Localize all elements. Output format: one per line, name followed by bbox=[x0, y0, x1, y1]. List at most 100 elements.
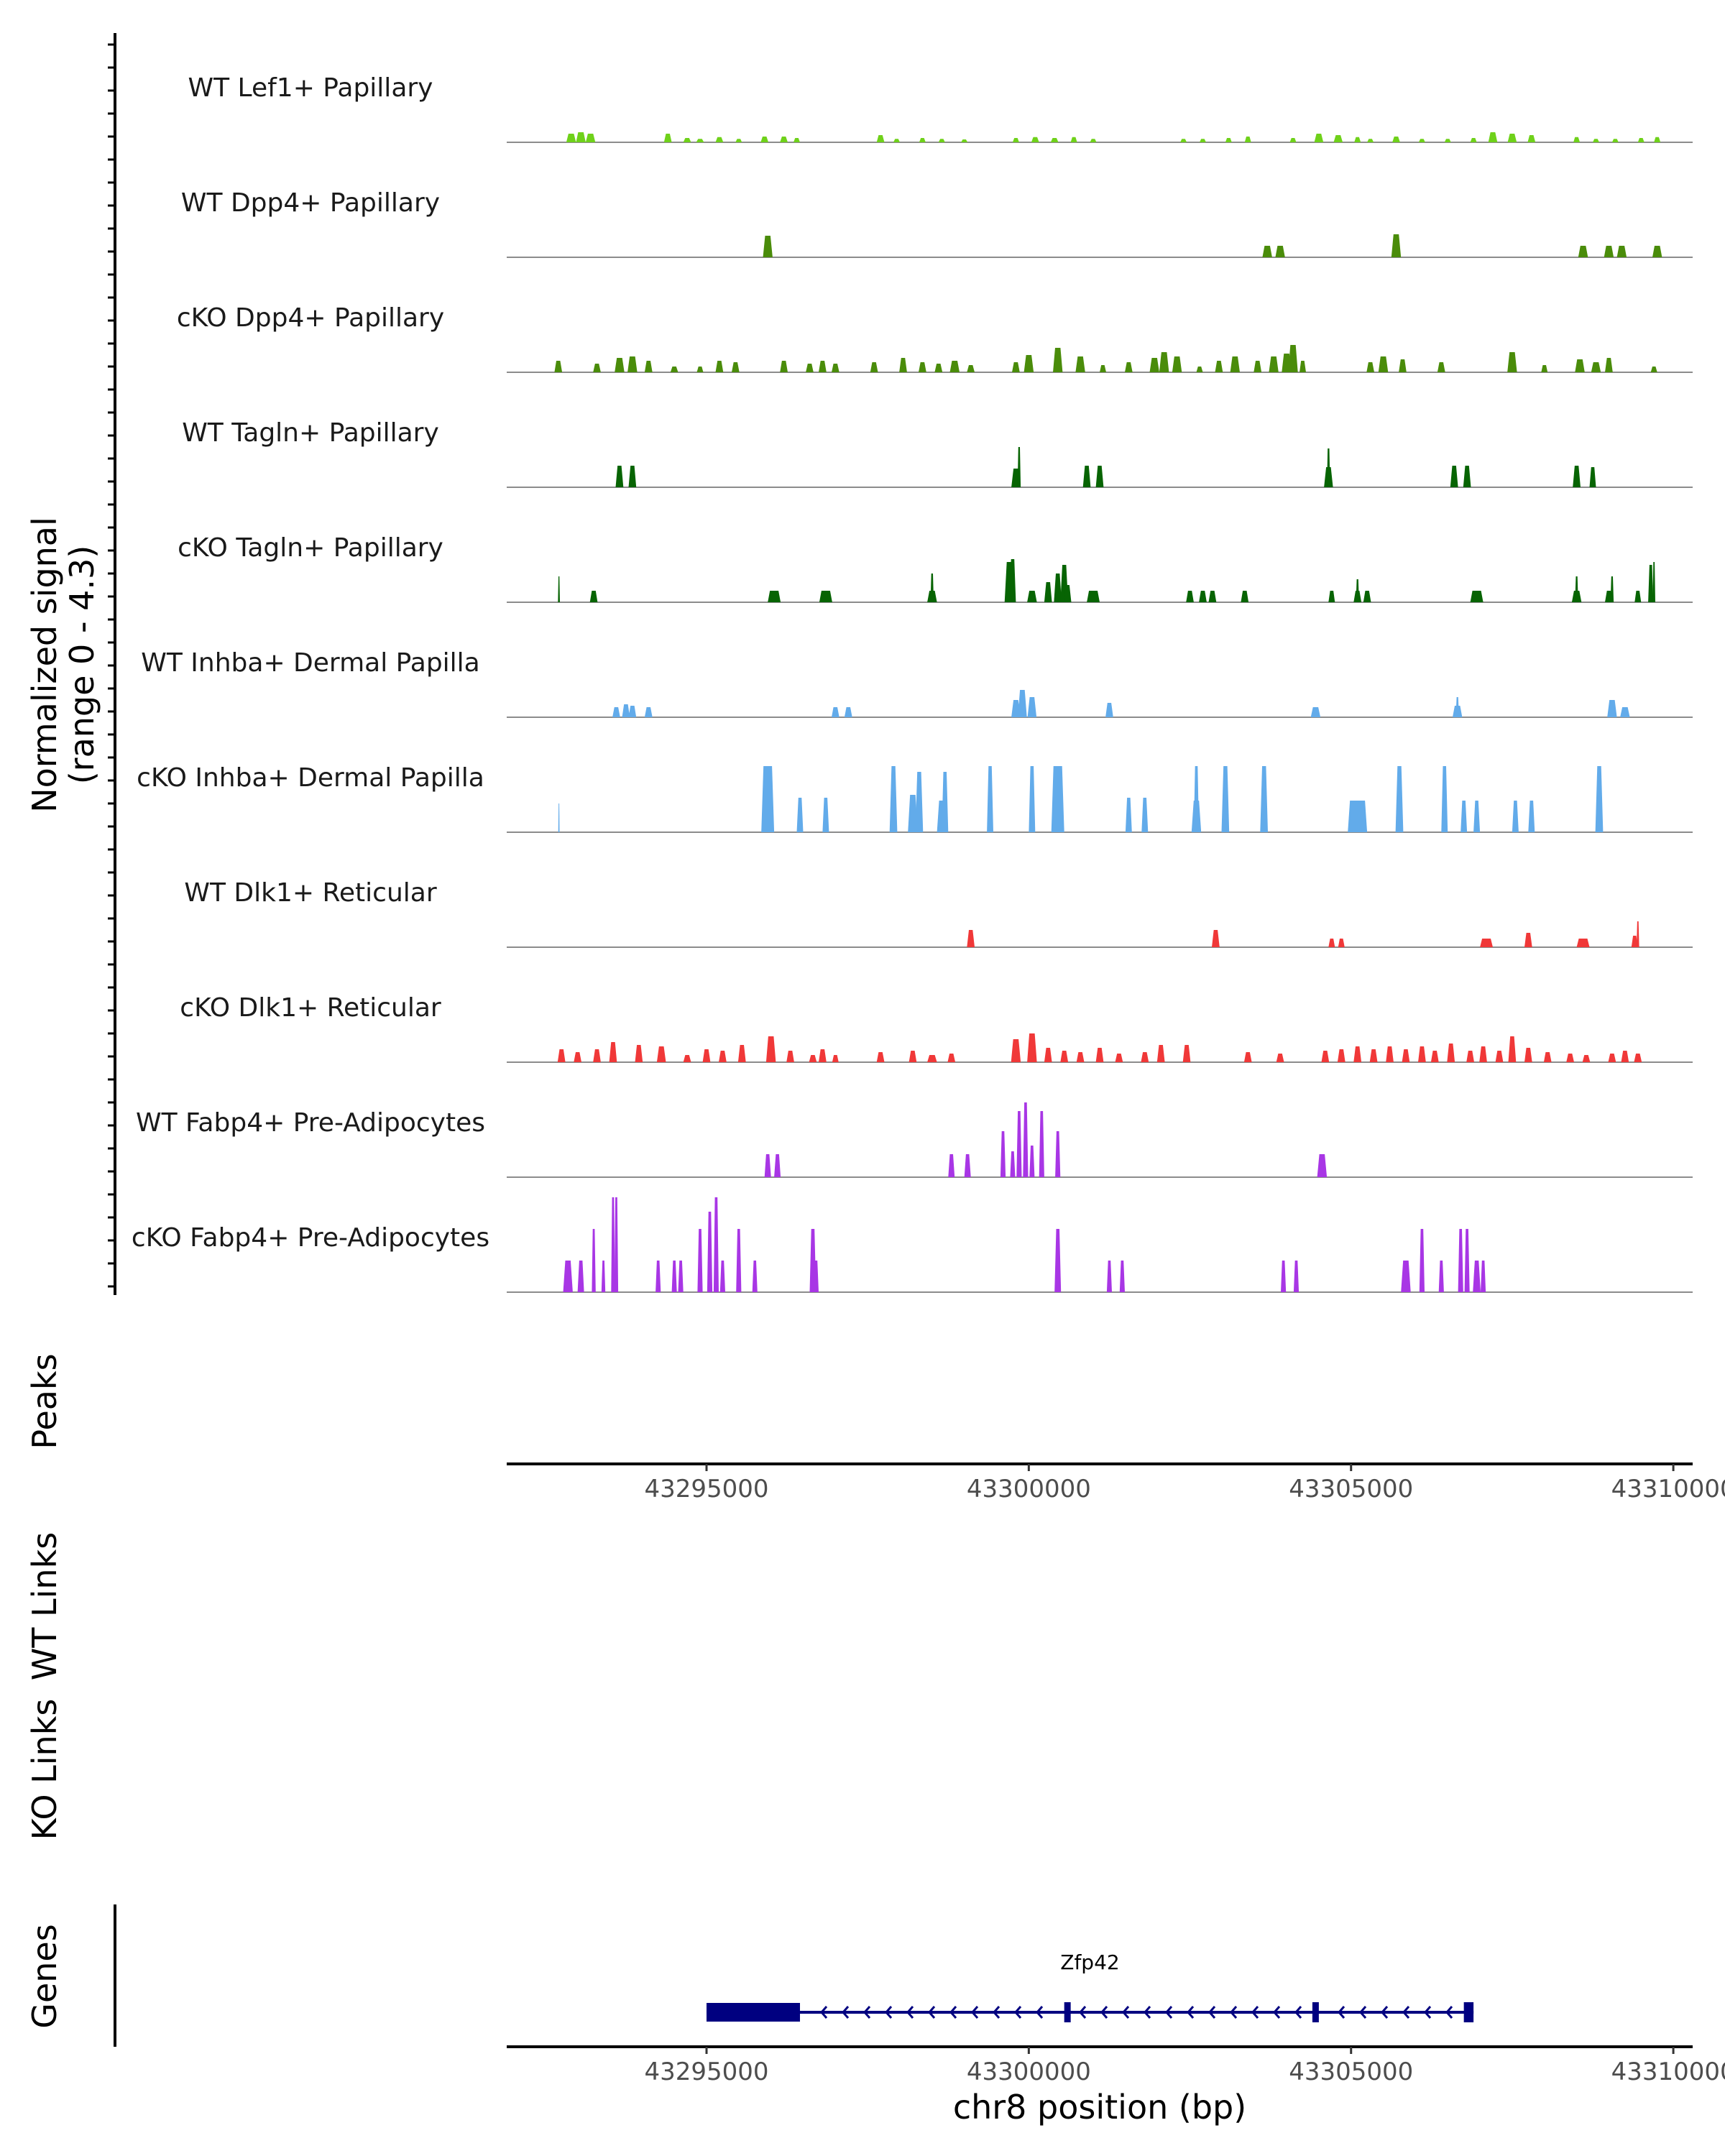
coverage-peak bbox=[1616, 246, 1627, 257]
coverage-peak bbox=[1593, 139, 1599, 142]
coverage-peak bbox=[1243, 1052, 1252, 1062]
coverage-peak bbox=[1193, 766, 1200, 832]
strand-arrow-icon bbox=[1036, 2006, 1044, 2019]
coverage-peak bbox=[1437, 362, 1445, 372]
coverage-peak bbox=[763, 236, 773, 257]
coverage-peak bbox=[1200, 139, 1206, 142]
coverage-peak bbox=[644, 707, 653, 717]
coverage-peak bbox=[760, 137, 769, 142]
coverage-peak bbox=[1418, 1046, 1426, 1062]
coverage-peak bbox=[1262, 246, 1272, 257]
x-axis-title: chr8 position (bp) bbox=[953, 2088, 1246, 2127]
strand-arrow-icon bbox=[1445, 2006, 1453, 2019]
coverage-peak bbox=[794, 138, 800, 142]
coverage-peak bbox=[1328, 591, 1335, 602]
coverage-peak bbox=[780, 361, 788, 372]
coverage-peak bbox=[566, 134, 576, 142]
coverage-peak bbox=[1595, 766, 1604, 832]
coverage-peak bbox=[713, 1197, 719, 1292]
coverage-peak bbox=[1637, 921, 1639, 947]
coverage-peak bbox=[832, 1055, 839, 1062]
coverage-peak bbox=[1333, 135, 1343, 142]
coverage-peak bbox=[558, 803, 560, 832]
coverage-peak bbox=[967, 930, 975, 947]
coverage-peak bbox=[1010, 1151, 1016, 1177]
coverage-peak bbox=[1634, 1054, 1642, 1062]
coverage-peak bbox=[949, 361, 960, 372]
coverage-peak bbox=[1027, 591, 1037, 602]
coverage-peak bbox=[732, 362, 740, 372]
coverage-peak bbox=[1589, 467, 1596, 487]
coverage-peak bbox=[1050, 138, 1059, 142]
coverage-peak bbox=[702, 1049, 711, 1062]
coverage-peak bbox=[1378, 356, 1389, 372]
strand-arrow-icon bbox=[1165, 2006, 1173, 2019]
coverage-peak bbox=[1244, 137, 1251, 142]
coverage-peak bbox=[1392, 137, 1400, 142]
coverage-peak bbox=[1076, 1052, 1085, 1062]
coverage-peak bbox=[1611, 139, 1619, 142]
strand-arrow-icon bbox=[1100, 2006, 1108, 2019]
strand-arrow-icon bbox=[1208, 2006, 1216, 2019]
coverage-peak bbox=[1172, 356, 1182, 372]
coverage-peak bbox=[1507, 352, 1517, 372]
strand-arrow-icon bbox=[1187, 2006, 1195, 2019]
coverage-peak bbox=[1225, 138, 1232, 142]
coverage-peak bbox=[1605, 358, 1613, 372]
y-axis-title-line2: (range 0 - 4.3) bbox=[63, 545, 101, 785]
coverage-peak bbox=[1039, 1111, 1044, 1177]
strand-arrow-icon bbox=[1273, 2006, 1281, 2019]
coverage-peak bbox=[1254, 361, 1262, 372]
coverage-peak bbox=[1310, 707, 1321, 717]
coverage-peak bbox=[1208, 591, 1217, 602]
coverage-peak bbox=[1300, 361, 1306, 372]
coverage-peak bbox=[964, 1154, 971, 1177]
coverage-peak bbox=[752, 1261, 758, 1292]
coverage-peak bbox=[715, 361, 724, 372]
coverage-peak bbox=[967, 365, 975, 372]
coverage-peak bbox=[1260, 766, 1268, 832]
strand-arrow-icon bbox=[1381, 2006, 1389, 2019]
coverage-peak bbox=[1060, 1051, 1069, 1062]
coverage-peak bbox=[1221, 766, 1230, 832]
coverage-peak bbox=[1082, 466, 1091, 487]
coverage-peak bbox=[1106, 1261, 1112, 1292]
strand-arrow-icon bbox=[993, 2006, 1000, 2019]
coverage-peak bbox=[1230, 356, 1240, 372]
coverage-peak bbox=[1608, 1054, 1616, 1062]
coverage-peak bbox=[1328, 939, 1335, 947]
coverage-peak bbox=[1087, 591, 1100, 602]
strand-arrow-icon bbox=[1079, 2006, 1087, 2019]
coverage-peak bbox=[1009, 559, 1016, 602]
coverage-peak bbox=[1186, 591, 1194, 602]
coverage-peak bbox=[1215, 361, 1223, 372]
strand-arrow-icon bbox=[1230, 2006, 1238, 2019]
coverage-peak bbox=[1044, 582, 1052, 602]
coverage-peak bbox=[1488, 132, 1498, 142]
coverage-peak bbox=[1095, 1048, 1104, 1062]
coverage-peak bbox=[1652, 562, 1655, 602]
coverage-peak bbox=[1031, 137, 1039, 142]
coverage-peak bbox=[1053, 348, 1063, 372]
coverage-peak bbox=[612, 707, 620, 717]
coverage-peak bbox=[1401, 1261, 1411, 1292]
track-baselines bbox=[507, 142, 1693, 1293]
coverage-peak bbox=[1634, 591, 1642, 602]
coverage-peak bbox=[715, 137, 724, 142]
coverage-peak bbox=[1149, 358, 1159, 372]
coverage-peak bbox=[947, 1054, 956, 1062]
coverage-peak bbox=[1418, 139, 1425, 142]
coverage-peak bbox=[1317, 1154, 1328, 1177]
strand-arrow-icon bbox=[885, 2006, 893, 2019]
coverage-peak bbox=[1575, 576, 1578, 602]
coverage-peak bbox=[1363, 591, 1371, 602]
strand-arrow-icon bbox=[1014, 2006, 1022, 2019]
coverage-peak bbox=[1029, 766, 1036, 832]
coverage-peak bbox=[832, 364, 840, 372]
coverage-peak bbox=[635, 1045, 643, 1062]
coverage-peak bbox=[1369, 1049, 1378, 1062]
coverage-peak bbox=[1576, 939, 1590, 947]
coverage-peak bbox=[627, 356, 638, 372]
coverage-peak bbox=[1000, 1131, 1006, 1177]
coverage-peak bbox=[919, 138, 926, 142]
